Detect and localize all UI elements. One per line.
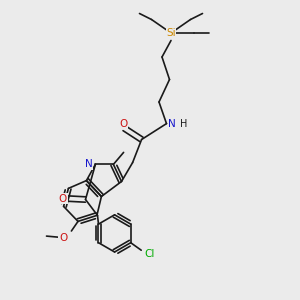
Text: O: O <box>119 119 127 129</box>
Text: N: N <box>85 159 93 170</box>
Text: O: O <box>59 232 67 243</box>
Text: H: H <box>180 118 187 129</box>
Text: Cl: Cl <box>144 249 154 259</box>
Text: N: N <box>168 118 176 129</box>
Text: Si: Si <box>166 28 176 38</box>
Text: O: O <box>59 194 67 204</box>
